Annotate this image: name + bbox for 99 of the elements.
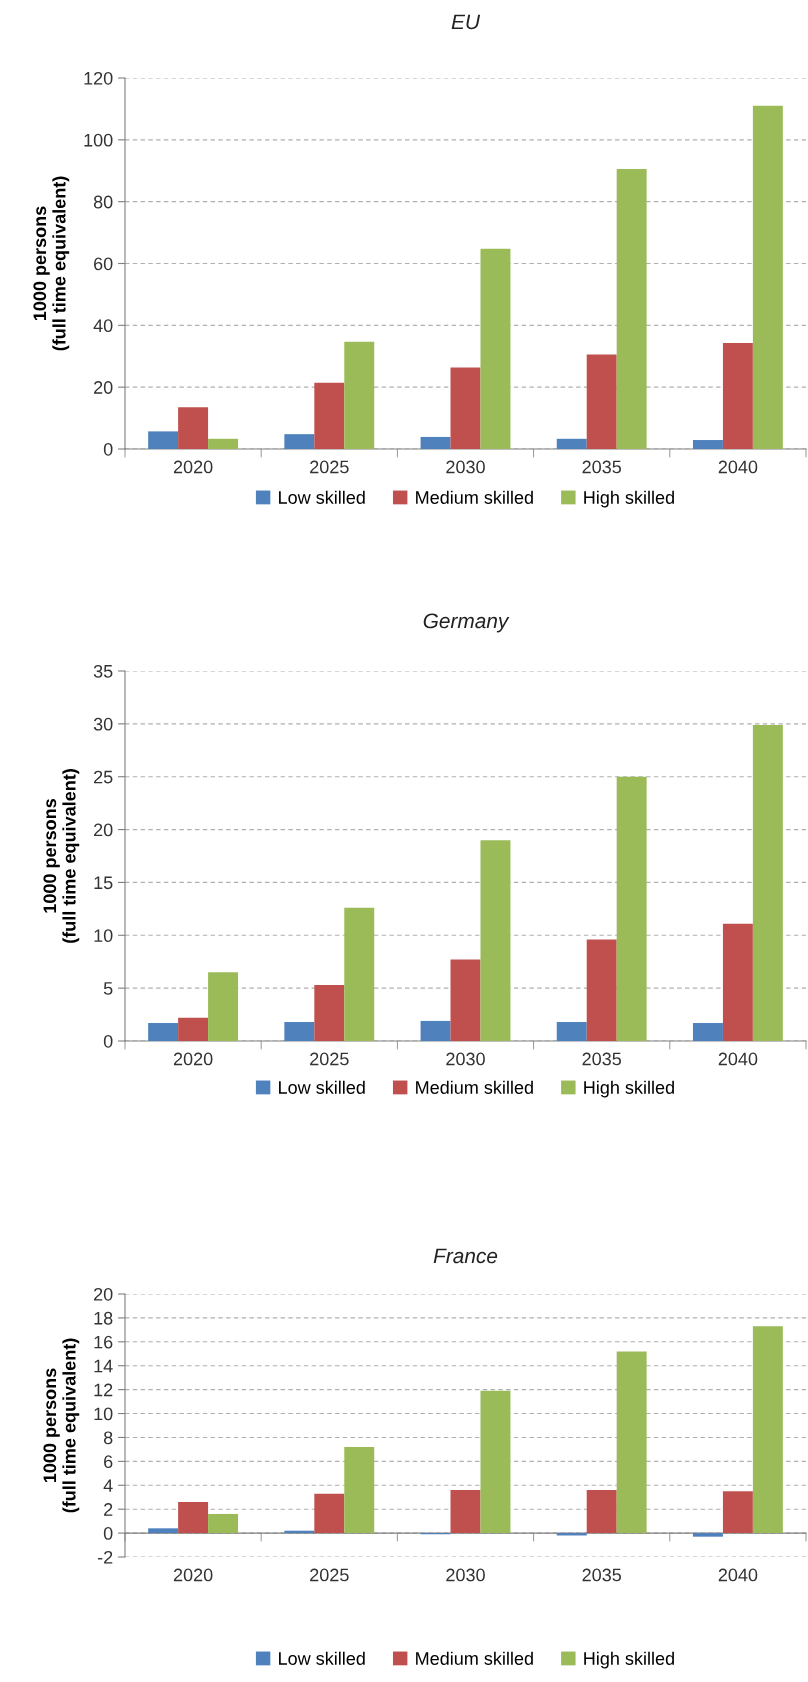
chart-title: Germany	[423, 613, 510, 633]
bar	[148, 1023, 179, 1041]
legend-label: Low skilled	[279, 1080, 365, 1094]
y-tick-label: 20	[94, 381, 113, 394]
bar	[344, 907, 375, 1041]
bar	[344, 1447, 375, 1534]
bar	[208, 1513, 239, 1534]
legend-label: Medium skilled	[416, 1651, 533, 1665]
x-tick-label: 2040	[718, 1052, 758, 1066]
y-tick-label: 0	[103, 442, 113, 456]
y-tick-label: -2	[97, 1550, 113, 1564]
y-tick-label: 0	[103, 1527, 113, 1540]
y-tick-label: 80	[93, 195, 113, 209]
bar	[692, 1023, 723, 1041]
bar	[752, 1326, 783, 1534]
bar	[692, 440, 723, 449]
bar	[480, 1390, 511, 1534]
bar	[420, 1020, 451, 1041]
y-tick-label: 60	[94, 257, 113, 271]
y-tick-label: 10	[94, 1407, 113, 1421]
bar	[752, 724, 783, 1041]
y-tick-label: 40	[93, 319, 113, 333]
y-tick-label: 25	[94, 770, 113, 784]
bar	[480, 248, 511, 449]
x-tick-label: 2025	[310, 460, 349, 474]
y-tick-label: 120	[84, 71, 113, 85]
bar	[284, 1021, 315, 1041]
bar	[586, 354, 617, 449]
bar	[722, 923, 753, 1041]
y-tick-label: 30	[93, 717, 113, 731]
bar	[450, 959, 481, 1041]
y-tick-label: 10	[94, 929, 113, 943]
bar	[556, 438, 587, 449]
bar	[556, 1021, 587, 1041]
y-tick-label: 18	[94, 1311, 113, 1325]
x-tick-label: 2035	[582, 1568, 622, 1582]
bar	[344, 341, 375, 449]
bar	[450, 1490, 481, 1534]
x-tick-label: 2020	[173, 460, 213, 474]
chart-title: EU	[451, 14, 481, 30]
bar	[586, 1490, 617, 1534]
legend-label: High skilled	[584, 490, 674, 508]
legend-label: Medium skilled	[416, 490, 533, 504]
x-tick-label: 2035	[582, 1052, 622, 1066]
bar	[284, 434, 315, 449]
bar	[148, 1528, 179, 1534]
bar	[208, 972, 239, 1041]
chart-title: France	[433, 1248, 498, 1264]
bar	[752, 105, 783, 449]
bar	[722, 342, 753, 449]
x-tick-label: 2035	[582, 460, 622, 474]
y-axis-title: 1000 persons (full time equivalent)	[43, 1338, 80, 1513]
x-tick-label: 2020	[173, 1568, 213, 1582]
x-tick-label: 2030	[446, 1052, 485, 1066]
y-tick-label: 8	[103, 1431, 113, 1445]
legend-label: Medium skilled	[416, 1080, 533, 1094]
legend-label: Low skilled	[279, 1651, 365, 1665]
x-tick-label: 2025	[310, 1568, 349, 1582]
legend-label: High skilled	[584, 1651, 674, 1669]
y-tick-label: 15	[94, 876, 113, 890]
y-tick-label: 20	[94, 823, 113, 837]
bar	[722, 1491, 753, 1534]
bar	[616, 1351, 647, 1534]
y-tick-label: 14	[94, 1359, 113, 1373]
bar	[420, 436, 451, 449]
y-tick-label: 2	[104, 1503, 113, 1516]
y-tick-label: 12	[94, 1383, 113, 1397]
y-tick-label: 5	[103, 982, 113, 995]
y-tick-label: 16	[94, 1335, 113, 1349]
bar	[314, 1493, 345, 1534]
y-tick-label: 6	[104, 1455, 113, 1469]
y-tick-label: 35	[93, 664, 113, 678]
x-tick-label: 2025	[310, 1052, 349, 1066]
y-tick-label: 4	[103, 1479, 113, 1492]
y-tick-label: 20	[94, 1287, 113, 1301]
bar	[314, 382, 345, 449]
bar	[616, 776, 647, 1041]
x-tick-label: 2040	[718, 1568, 758, 1582]
bar	[314, 984, 345, 1041]
x-tick-label: 2040	[718, 460, 758, 474]
bar	[692, 1533, 723, 1537]
y-tick-label: 100	[84, 133, 113, 147]
bar	[178, 1017, 209, 1041]
x-tick-label: 2030	[446, 460, 485, 474]
bar	[450, 367, 481, 449]
bar	[586, 939, 617, 1041]
bar	[178, 1502, 209, 1534]
legend-label: Low skilled	[279, 490, 365, 504]
y-axis-title: 1000 persons (full time equivalent)	[43, 769, 80, 943]
bar	[178, 407, 209, 449]
x-tick-label: 2020	[173, 1052, 213, 1066]
bar	[480, 840, 511, 1041]
x-tick-label: 2030	[446, 1568, 485, 1582]
legend-label: High skilled	[584, 1080, 674, 1098]
bar	[208, 438, 239, 449]
bar	[616, 168, 647, 449]
y-tick-label: 0	[103, 1034, 113, 1048]
bar	[148, 431, 179, 449]
y-axis-title: 1000 persons (full time equivalent)	[33, 176, 70, 351]
